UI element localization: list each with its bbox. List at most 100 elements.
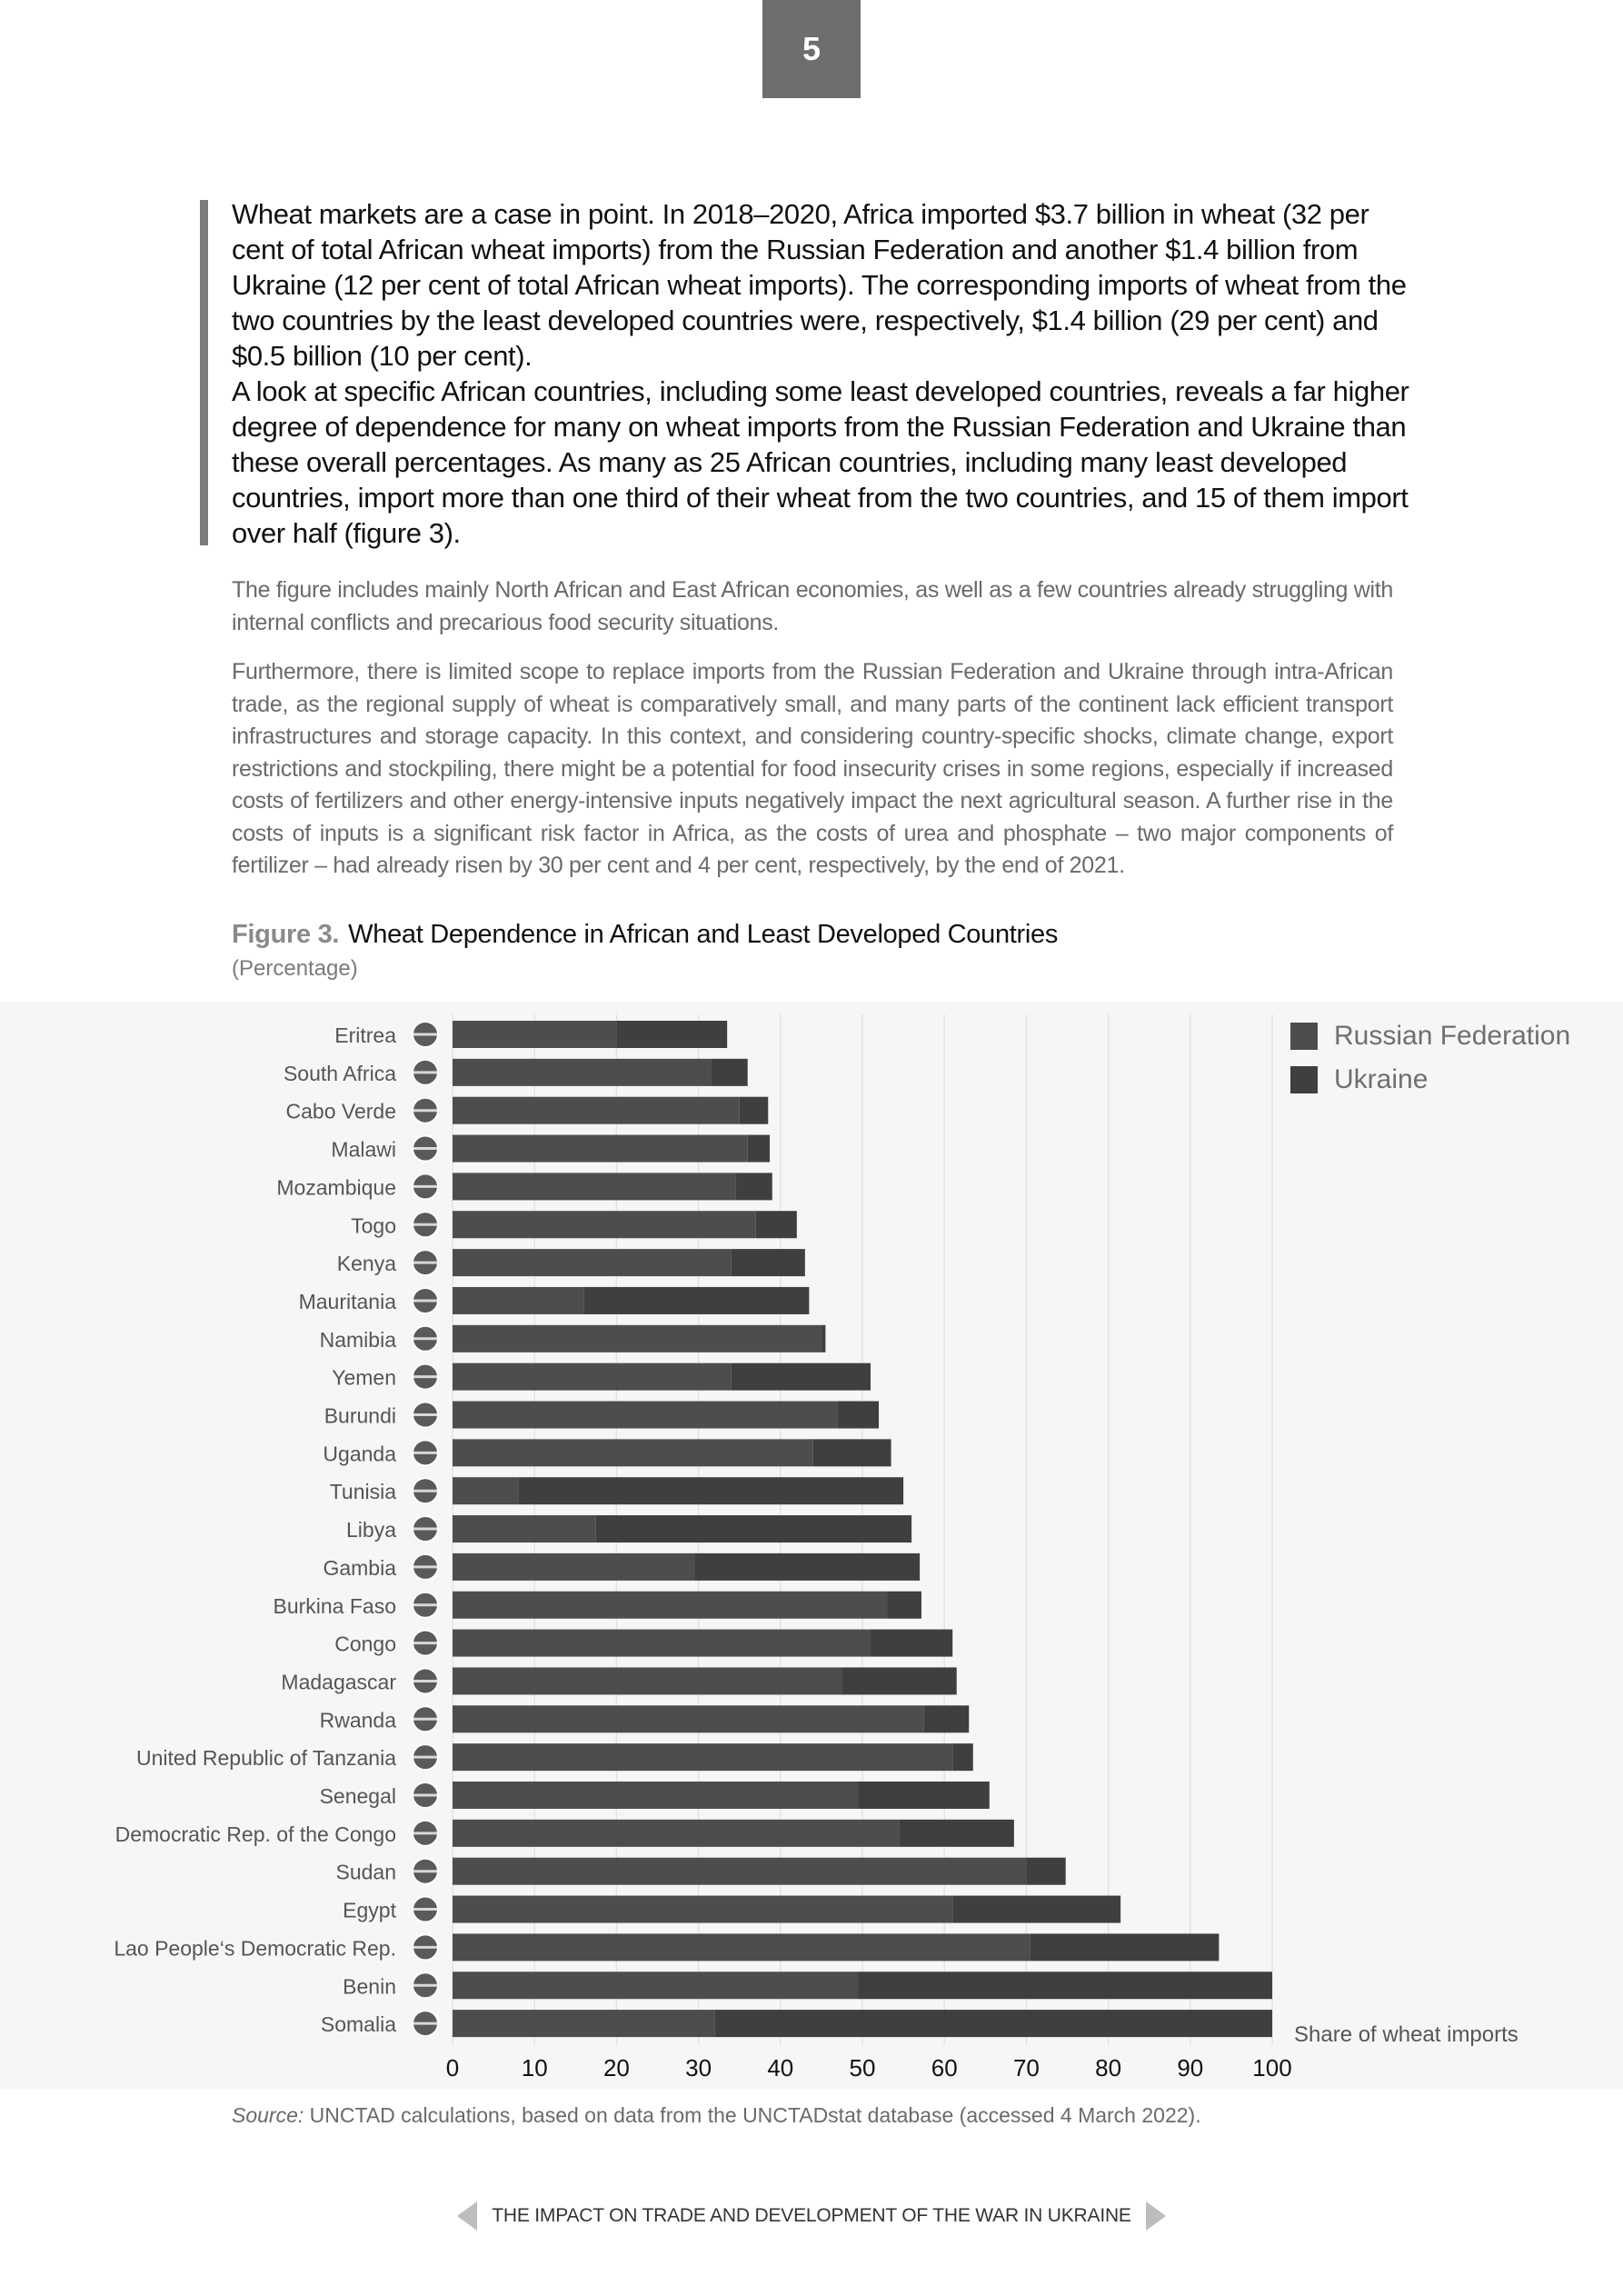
previous-page-arrow-icon[interactable] bbox=[457, 2201, 478, 2231]
footer-title: THE IMPACT ON TRADE AND DEVELOPMENT OF T… bbox=[492, 2205, 1131, 2226]
source-note: Source: UNCTAD calculations, based on da… bbox=[232, 2103, 1201, 2128]
bar-russian-federation-congo bbox=[453, 1629, 871, 1657]
bar-russian-federation-burkina-faso bbox=[453, 1591, 888, 1619]
category-label-south-africa: South Africa bbox=[284, 1062, 396, 1085]
bar-ukraine-burkina-faso bbox=[887, 1591, 921, 1619]
bar-russian-federation-democratic-rep-of-the-congo bbox=[453, 1819, 900, 1847]
category-label-malawi: Malawi bbox=[331, 1138, 396, 1162]
source-prefix: Source: bbox=[232, 2103, 304, 2127]
category-label-libya: Libya bbox=[346, 1518, 396, 1542]
bar-ukraine-somalia bbox=[714, 2010, 1272, 2038]
bar-ukraine-benin bbox=[858, 1972, 1272, 2000]
x-tick-label-40: 40 bbox=[767, 2054, 793, 2081]
lead-text: Wheat markets are a case in point. In 20… bbox=[232, 196, 1413, 551]
bar-russian-federation-egypt bbox=[453, 1895, 953, 1923]
figure-subtitle: (Percentage) bbox=[232, 956, 358, 981]
category-label-united-republic-of-tanzania: United Republic of Tanzania bbox=[136, 1746, 396, 1770]
x-tick-label-30: 30 bbox=[685, 2054, 712, 2081]
category-label-sudan: Sudan bbox=[335, 1861, 396, 1884]
x-axis-label: Share of wheat imports bbox=[1294, 2022, 1518, 2047]
category-label-mozambique: Mozambique bbox=[276, 1175, 396, 1199]
bar-ukraine-kenya bbox=[731, 1249, 805, 1277]
category-label-burkina-faso: Burkina Faso bbox=[273, 1594, 396, 1618]
bar-ukraine-united-republic-of-tanzania bbox=[952, 1743, 973, 1772]
x-tick-label-0: 0 bbox=[446, 2054, 459, 2081]
bar-russian-federation-gambia bbox=[453, 1552, 695, 1581]
bar-russian-federation-kenya bbox=[453, 1249, 732, 1277]
bar-ukraine-senegal bbox=[858, 1782, 990, 1809]
category-label-senegal: Senegal bbox=[320, 1784, 396, 1808]
bar-ukraine-mauritania bbox=[583, 1286, 810, 1314]
bar-ukraine-sudan bbox=[1026, 1857, 1066, 1885]
category-label-uganda: Uganda bbox=[323, 1442, 396, 1465]
x-tick-label-90: 90 bbox=[1177, 2054, 1203, 2081]
bar-russian-federation-yemen bbox=[453, 1363, 732, 1391]
bar-ukraine-tunisia bbox=[518, 1477, 904, 1505]
bar-russian-federation-madagascar bbox=[453, 1667, 842, 1695]
bar-ukraine-gambia bbox=[694, 1552, 921, 1581]
category-label-lao-people-s-democratic-rep: Lao People‘s Democratic Rep. bbox=[114, 1936, 396, 1960]
wheat-dependence-chart: Eritrea South Africa Cabo Verde Malawi Mozam… bbox=[114, 1014, 1518, 2081]
bar-ukraine-eritrea bbox=[616, 1021, 728, 1048]
legend-item-russian-federation: Russian Federation bbox=[1290, 1014, 1570, 1058]
x-tick-label-50: 50 bbox=[850, 2054, 876, 2081]
bar-ukraine-togo bbox=[755, 1211, 797, 1239]
bar-russian-federation-cabo-verde bbox=[453, 1096, 740, 1124]
x-tick-label-20: 20 bbox=[603, 2054, 630, 2081]
bar-ukraine-rwanda bbox=[923, 1705, 970, 1733]
bar-russian-federation-togo bbox=[453, 1211, 756, 1239]
legend-label-ukraine: Ukraine bbox=[1334, 1064, 1429, 1094]
bar-russian-federation-united-republic-of-tanzania bbox=[453, 1743, 953, 1772]
category-label-tunisia: Tunisia bbox=[330, 1480, 396, 1503]
category-label-egypt: Egypt bbox=[343, 1899, 396, 1922]
category-label-madagascar: Madagascar bbox=[281, 1670, 396, 1693]
bar-ukraine-cabo-verde bbox=[739, 1096, 769, 1124]
bar-russian-federation-benin bbox=[453, 1972, 859, 2000]
chart-panel: Eritrea South Africa Cabo Verde Malawi Mozam… bbox=[0, 1002, 1623, 2089]
body-paragraph-1: The figure includes mainly North African… bbox=[232, 577, 1393, 635]
bar-ukraine-malawi bbox=[747, 1134, 771, 1163]
next-page-arrow-icon[interactable] bbox=[1145, 2201, 1166, 2231]
x-tick-label-80: 80 bbox=[1095, 2054, 1121, 2081]
bar-ukraine-namibia bbox=[821, 1324, 826, 1353]
category-label-benin: Benin bbox=[343, 1974, 396, 1998]
legend-swatch-ukraine bbox=[1290, 1066, 1318, 1093]
category-label-somalia: Somalia bbox=[321, 2012, 396, 2036]
category-label-yemen: Yemen bbox=[332, 1366, 396, 1390]
bar-russian-federation-tunisia bbox=[453, 1477, 519, 1505]
bar-ukraine-south-africa bbox=[711, 1058, 748, 1086]
lead-paragraph-2: A look at specific African countries, in… bbox=[232, 375, 1409, 549]
bar-russian-federation-malawi bbox=[453, 1134, 748, 1163]
legend-label-russian-federation: Russian Federation bbox=[1334, 1021, 1571, 1051]
category-label-congo: Congo bbox=[334, 1632, 396, 1656]
bar-russian-federation-lao-people-s-democratic-rep bbox=[453, 1933, 1031, 1962]
bar-russian-federation-namibia bbox=[453, 1324, 821, 1353]
bar-ukraine-madagascar bbox=[841, 1667, 957, 1695]
category-label-burundi: Burundi bbox=[324, 1404, 396, 1428]
bar-russian-federation-mauritania bbox=[453, 1286, 584, 1314]
bar-ukraine-libya bbox=[595, 1515, 912, 1543]
bar-russian-federation-sudan bbox=[453, 1857, 1027, 1885]
x-tick-label-10: 10 bbox=[522, 2054, 548, 2081]
bar-russian-federation-mozambique bbox=[453, 1173, 736, 1201]
page-number: 5 bbox=[762, 0, 861, 98]
figure-title: Figure 3. Wheat Dependence in African and… bbox=[232, 920, 1058, 950]
x-tick-label-100: 100 bbox=[1252, 2054, 1291, 2081]
bar-ukraine-burundi bbox=[837, 1401, 880, 1429]
bar-russian-federation-south-africa bbox=[453, 1058, 712, 1086]
category-label-mauritania: Mauritania bbox=[299, 1290, 397, 1313]
legend-item-ukraine: Ukraine bbox=[1290, 1058, 1570, 1102]
body-paragraph-2: Furthermore, there is limited scope to r… bbox=[232, 659, 1393, 878]
bar-russian-federation-somalia bbox=[453, 2010, 715, 2038]
footer: THE IMPACT ON TRADE AND DEVELOPMENT OF T… bbox=[0, 2201, 1623, 2231]
bar-ukraine-yemen bbox=[731, 1363, 871, 1391]
bar-russian-federation-burundi bbox=[453, 1401, 838, 1429]
legend-swatch-russian-federation bbox=[1290, 1023, 1318, 1050]
bar-ukraine-congo bbox=[871, 1629, 953, 1657]
category-label-eritrea: Eritrea bbox=[334, 1023, 396, 1047]
bar-russian-federation-uganda bbox=[453, 1439, 813, 1467]
lead-paragraph-1: Wheat markets are a case in point. In 20… bbox=[232, 198, 1407, 372]
bar-russian-federation-senegal bbox=[453, 1782, 859, 1809]
category-label-gambia: Gambia bbox=[323, 1556, 396, 1580]
quote-bar bbox=[200, 200, 208, 545]
